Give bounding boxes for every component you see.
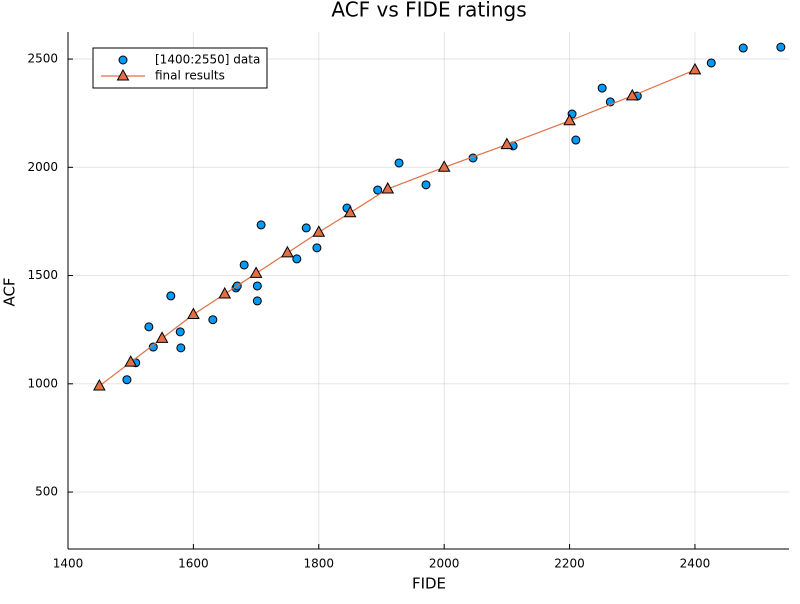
y-tick-label: 2000 xyxy=(27,160,58,174)
y-axis-label: ACF xyxy=(1,277,19,306)
point xyxy=(312,243,322,253)
point xyxy=(597,83,607,93)
point xyxy=(118,55,128,65)
point xyxy=(252,281,262,291)
y-tick-label: 1000 xyxy=(27,376,58,390)
point xyxy=(292,254,302,264)
point xyxy=(571,135,581,145)
x-tick-label: 1600 xyxy=(178,557,209,571)
x-tick-label: 2000 xyxy=(429,557,460,571)
y-tick-label: 500 xyxy=(35,485,58,499)
point xyxy=(252,296,262,306)
triangle-marker xyxy=(281,245,294,258)
triangle-marker xyxy=(500,137,514,150)
y-tick-label: 1500 xyxy=(27,268,58,282)
point xyxy=(706,58,716,68)
triangle-marker xyxy=(437,160,451,172)
triangle-marker xyxy=(688,62,702,75)
x-tick-label: 1800 xyxy=(304,557,335,571)
y-tick-label: 2500 xyxy=(27,52,58,66)
legend-label: final results xyxy=(155,69,225,83)
triangle-marker xyxy=(563,113,576,126)
point xyxy=(148,342,158,352)
point xyxy=(175,327,185,337)
point xyxy=(373,185,383,195)
point xyxy=(738,43,748,53)
point xyxy=(256,220,266,230)
x-tick-label: 1400 xyxy=(53,557,84,571)
point xyxy=(239,260,249,270)
triangle-marker xyxy=(218,286,232,299)
point xyxy=(394,158,404,168)
triangle-marker xyxy=(93,378,106,391)
point xyxy=(176,343,186,353)
point xyxy=(122,375,132,385)
triangle-marker xyxy=(381,181,395,194)
point xyxy=(144,322,154,332)
x-tick-label: 2400 xyxy=(680,557,711,571)
legend-box xyxy=(92,47,268,89)
point xyxy=(208,315,218,325)
triangle-marker xyxy=(312,225,326,237)
point xyxy=(776,42,786,52)
triangle-marker xyxy=(124,355,138,367)
legend-label: [1400:2550] data xyxy=(155,53,260,67)
triangle-marker xyxy=(625,88,639,101)
triangle-marker xyxy=(187,307,200,320)
x-axis-label: FIDE xyxy=(412,575,446,593)
triangle-marker xyxy=(155,331,169,343)
series-line xyxy=(98,69,696,387)
point xyxy=(301,223,311,233)
x-tick-label: 2200 xyxy=(554,557,585,571)
triangle-marker xyxy=(116,68,130,81)
point xyxy=(421,180,431,190)
chart-title: ACF vs FIDE ratings xyxy=(331,0,526,22)
point xyxy=(166,291,176,301)
triangle-marker xyxy=(249,266,263,278)
triangle-marker xyxy=(343,205,357,218)
